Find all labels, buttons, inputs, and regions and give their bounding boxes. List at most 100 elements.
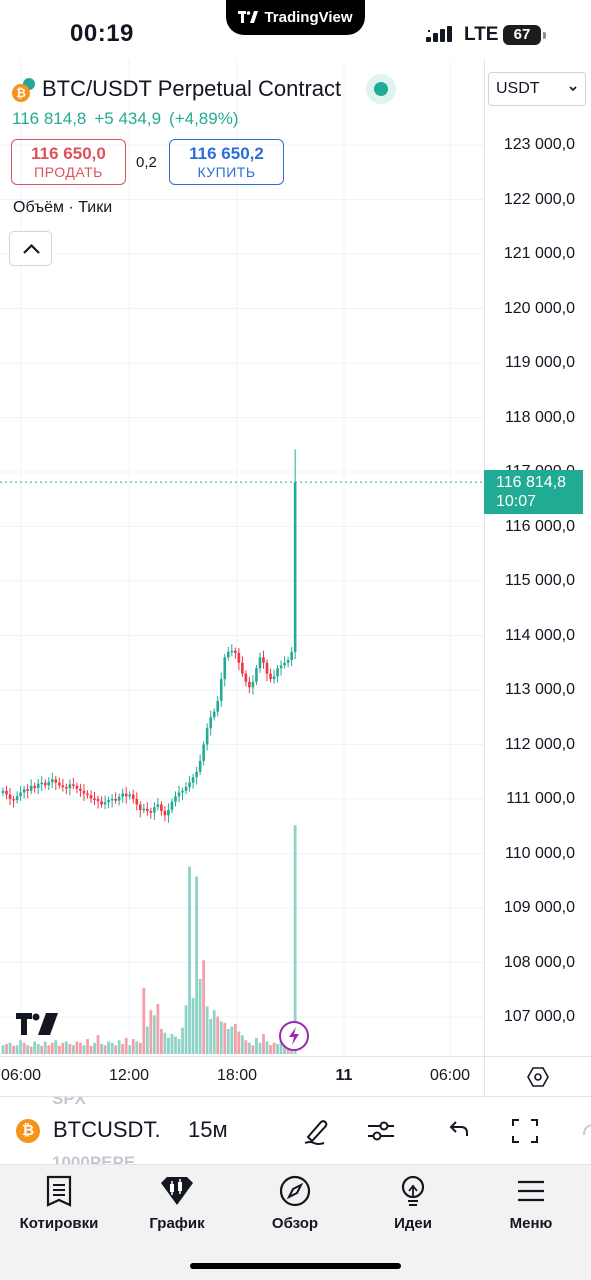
- candle-body: [131, 794, 135, 799]
- volume-bar: [202, 960, 206, 1054]
- nav-label: Идеи: [394, 1215, 432, 1232]
- indicators-icon[interactable]: [365, 1115, 397, 1147]
- chart-settings-icon[interactable]: [526, 1065, 550, 1089]
- volume-bar: [19, 1040, 22, 1054]
- nav-label: Обзор: [271, 1215, 319, 1232]
- volume-bar: [255, 1037, 258, 1054]
- volume-bar: [276, 1044, 279, 1054]
- drawing-pen-icon[interactable]: [300, 1115, 332, 1147]
- app-pill: TradingView: [226, 0, 365, 35]
- volume-bar: [237, 1031, 241, 1054]
- sell-price: 116 650,0: [31, 144, 106, 163]
- volume-bar: [86, 1039, 89, 1054]
- candle-body: [209, 717, 212, 729]
- flash-icon[interactable]: [279, 1021, 309, 1051]
- market-status-icon[interactable]: [366, 74, 396, 104]
- candle-body: [156, 804, 160, 808]
- volume-bar: [1, 1045, 5, 1054]
- symbol-title[interactable]: BTC/USDT Perpetual Contract: [42, 76, 342, 101]
- candle-body: [82, 790, 86, 794]
- volume-bar: [82, 1045, 86, 1054]
- volume-bar: [272, 1042, 276, 1054]
- price-axis[interactable]: 123 000,0 122 000,0 121 000,0 120 000,0 119 …: [484, 60, 591, 1095]
- nav-item-ideas[interactable]: Идеи: [358, 1175, 468, 1232]
- candle-body: [198, 760, 202, 772]
- collapse-legend-button[interactable]: [9, 231, 52, 266]
- price-label: 111 000,0: [506, 790, 575, 807]
- price-label: 114 000,0: [505, 626, 575, 644]
- volume-bar: [40, 1045, 44, 1054]
- time-label: 12:00: [108, 1067, 150, 1084]
- spread-value: 0,2: [136, 154, 157, 171]
- nav-label: Меню: [509, 1215, 553, 1232]
- candle-body: [121, 793, 124, 797]
- volume-bar: [152, 1015, 156, 1054]
- sell-button[interactable]: 116 650,0 ПРОДАТЬ: [11, 139, 126, 185]
- candle-body: [191, 777, 195, 783]
- candle-body: [54, 779, 58, 783]
- buy-label: КУПИТЬ: [197, 164, 256, 180]
- candle-body: [79, 788, 82, 791]
- volume-bar: [96, 1035, 100, 1054]
- tradingview-logo-icon: [238, 10, 259, 26]
- candle-body: [8, 794, 12, 799]
- candle-body: [47, 782, 51, 786]
- volume-bar: [138, 1042, 142, 1054]
- volume-bar: [156, 1004, 160, 1054]
- volume-bar: [64, 1041, 68, 1054]
- candle-body: [230, 650, 234, 653]
- nav-item-watchlist[interactable]: Котировки: [4, 1175, 114, 1232]
- candle-body: [135, 799, 139, 805]
- candle-body: [255, 668, 258, 682]
- price-label: 122 000,0: [503, 190, 575, 208]
- nav-item-menu[interactable]: Меню: [476, 1175, 586, 1232]
- candle-body: [276, 668, 279, 677]
- candle-body: [265, 662, 269, 674]
- candle-body: [290, 651, 293, 661]
- volume-bar: [57, 1045, 61, 1054]
- candle-body: [128, 794, 132, 797]
- candle-body: [258, 657, 262, 669]
- currency-select[interactable]: USDT: [488, 72, 586, 106]
- volume-bar: [269, 1045, 272, 1054]
- volume-bar: [226, 1029, 230, 1054]
- bitcoin-icon: ₿: [12, 84, 30, 102]
- volume-bar: [258, 1042, 262, 1054]
- volume-bar: [262, 1034, 265, 1054]
- currency-value: USDT: [496, 80, 540, 97]
- interval-button[interactable]: 15м: [188, 1117, 228, 1142]
- candle-body: [29, 785, 33, 791]
- candle-body: [89, 795, 93, 799]
- volume-bar: [251, 1045, 255, 1054]
- chevron-up-icon: [23, 243, 40, 254]
- more-tools-icon[interactable]: [576, 1115, 591, 1147]
- candle-body: [153, 807, 156, 813]
- volume-bar: [128, 1045, 132, 1054]
- volume-bar: [12, 1045, 15, 1054]
- last-price-tag-value: 116 814,8: [496, 474, 566, 491]
- candle-body: [195, 771, 198, 778]
- indicator-legend[interactable]: Объём · Тики: [13, 199, 113, 216]
- last-price: 116 814,8: [12, 109, 87, 128]
- nav-item-overview[interactable]: Обзор: [240, 1175, 350, 1232]
- price-label: 118 000,0: [505, 408, 575, 426]
- buy-button[interactable]: 116 650,2 КУПИТЬ: [169, 139, 284, 185]
- time-axis[interactable]: 06:00 12:00 18:00 11 06:00: [0, 1056, 591, 1096]
- price-chart[interactable]: [0, 60, 484, 1056]
- nav-item-chart[interactable]: График: [122, 1175, 232, 1232]
- candle-body: [237, 652, 241, 663]
- volume-bar: [72, 1045, 75, 1054]
- volume-bar: [244, 1040, 248, 1054]
- candle-body: [212, 711, 216, 718]
- candle-body: [184, 787, 188, 791]
- symbol-search-button[interactable]: BTCUSDT.: [53, 1117, 161, 1142]
- fullscreen-icon[interactable]: [509, 1115, 541, 1147]
- candle-body: [202, 744, 205, 761]
- buy-price: 116 650,2: [189, 144, 264, 163]
- bar-countdown: 10:07: [496, 493, 537, 510]
- undo-icon[interactable]: [442, 1115, 474, 1147]
- volume-bar: [107, 1041, 110, 1054]
- candle-body: [142, 808, 146, 811]
- price-label: 112 000,0: [505, 735, 575, 753]
- volume-bar: [265, 1041, 269, 1054]
